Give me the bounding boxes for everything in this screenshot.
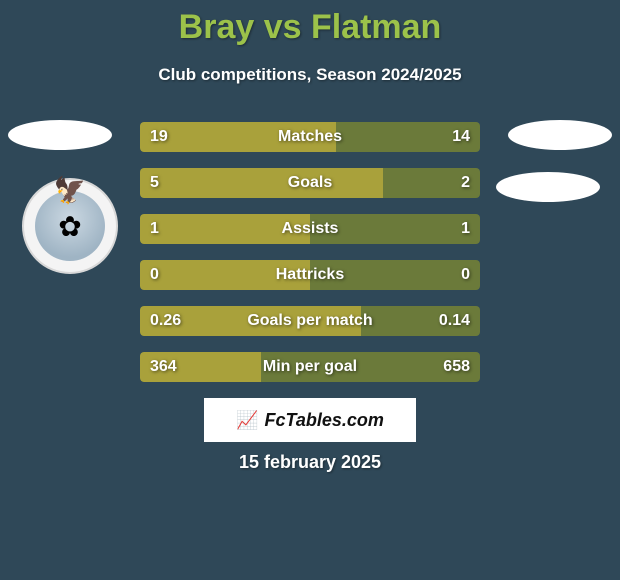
player-slot-left-top	[8, 120, 112, 150]
snapshot-date: 15 february 2025	[0, 452, 620, 473]
subtitle: Club competitions, Season 2024/2025	[0, 65, 620, 85]
stat-label: Assists	[140, 214, 480, 244]
stat-label: Goals per match	[140, 306, 480, 336]
stat-row: 19Matches14	[140, 122, 480, 152]
stat-label: Hattricks	[140, 260, 480, 290]
thistle-icon: ✿	[58, 210, 81, 243]
crest-emblem: 🦅 ✿	[35, 191, 105, 261]
stat-label: Matches	[140, 122, 480, 152]
club-crest: 🦅 ✿	[22, 178, 118, 274]
brand-text: FcTables.com	[265, 410, 384, 431]
stat-value-right: 1	[461, 214, 470, 244]
stat-value-right: 0	[461, 260, 470, 290]
stat-label: Goals	[140, 168, 480, 198]
brand-footer: 📈 FcTables.com	[204, 398, 416, 442]
stat-value-right: 0.14	[439, 306, 470, 336]
stat-value-right: 2	[461, 168, 470, 198]
stat-row: 364Min per goal658	[140, 352, 480, 382]
player-slot-right-top	[508, 120, 612, 150]
stat-row: 5Goals2	[140, 168, 480, 198]
stat-row: 1Assists1	[140, 214, 480, 244]
chart-icon: 📈	[236, 410, 258, 431]
comparison-bars: 19Matches14 5Goals2 1Assists1 0Hattricks0 0.…	[140, 122, 480, 398]
page-title: Bray vs Flatman	[0, 0, 620, 47]
stat-value-right: 658	[443, 352, 470, 382]
player-slot-right-2	[496, 172, 600, 202]
stat-row: 0Hattricks0	[140, 260, 480, 290]
stat-row: 0.26Goals per match0.14	[140, 306, 480, 336]
eagle-icon: 🦅	[54, 175, 86, 206]
stat-value-right: 14	[452, 122, 470, 152]
stat-label: Min per goal	[140, 352, 480, 382]
